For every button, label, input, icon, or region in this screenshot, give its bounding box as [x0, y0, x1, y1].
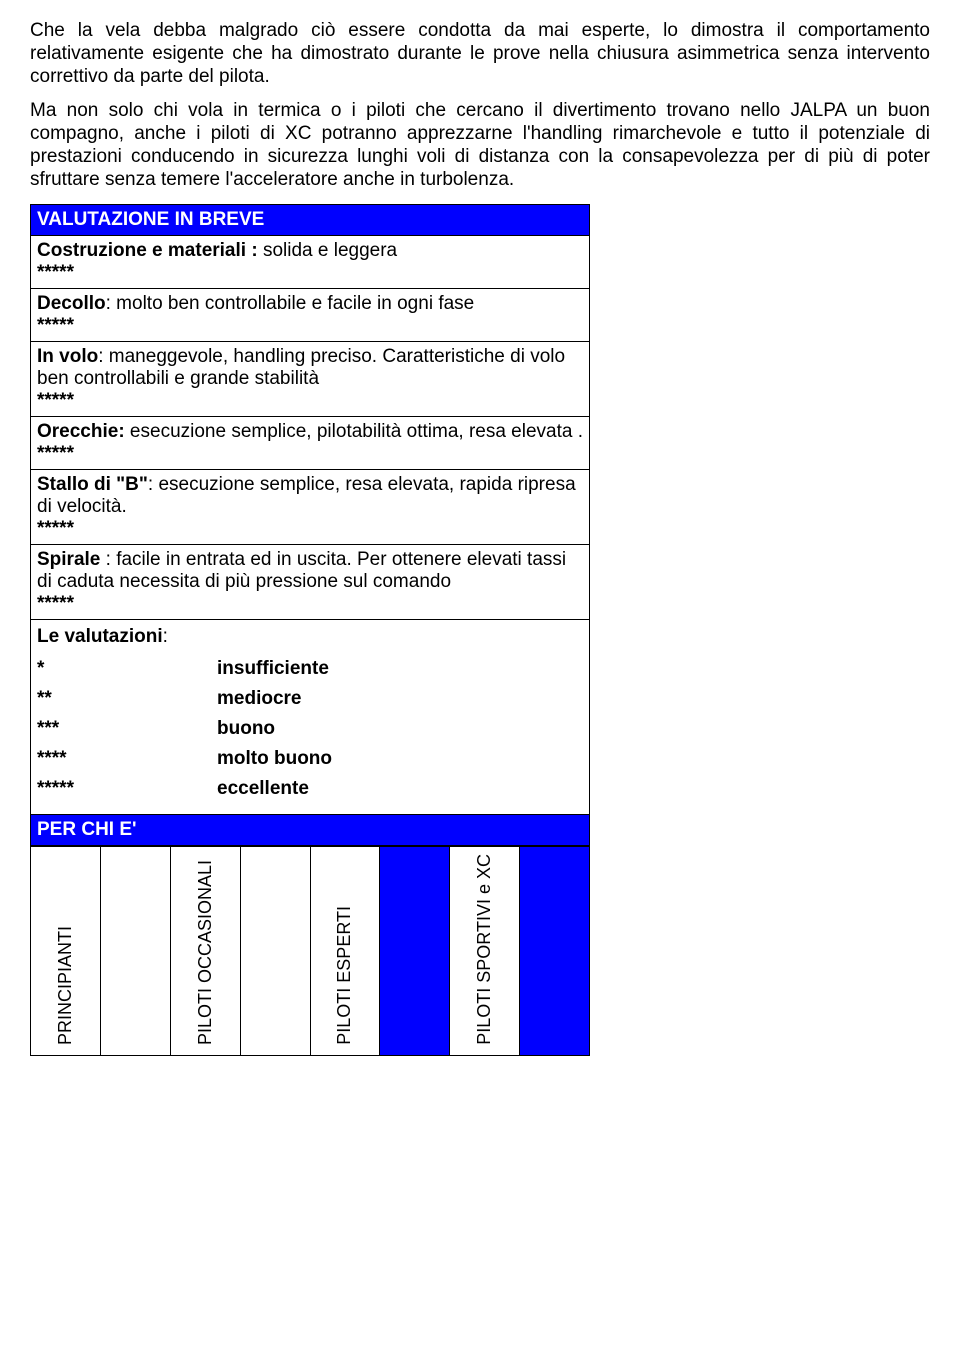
per-col-7	[520, 846, 590, 1055]
legend-stars: *****	[37, 778, 217, 800]
val-row-label: Spirale	[37, 549, 100, 570]
per-col-label: PILOTI OCCASIONALI	[195, 860, 216, 1045]
per-col-0: PRINCIPIANTI	[31, 846, 101, 1055]
per-col-label: PILOTI SPORTIVI e XC	[474, 854, 495, 1045]
val-row-2: In volo: maneggevole, handling preciso. …	[31, 341, 590, 416]
per-col-label: PRINCIPIANTI	[55, 926, 76, 1045]
paragraph-1: Che la vela debba malgrado ciò essere co…	[30, 20, 930, 88]
val-row-stars: *****	[37, 315, 74, 336]
legend-title: Le valutazioni	[37, 626, 163, 647]
val-row-text: esecuzione semplice, pilotabilità ottima…	[125, 421, 583, 442]
per-col-2: PILOTI OCCASIONALI	[170, 846, 240, 1055]
val-row-text: solida e leggera	[258, 240, 397, 261]
per-col-6: PILOTI SPORTIVI e XC	[450, 846, 520, 1055]
val-row-label: Orecchie:	[37, 421, 125, 442]
legend-label: eccellente	[217, 778, 309, 799]
val-row-3: Orecchie: esecuzione semplice, pilotabil…	[31, 416, 590, 469]
per-chi-header: PER CHI E'	[31, 814, 590, 845]
legend-cell: Le valutazioni: *insufficiente **mediocr…	[31, 619, 590, 814]
legend-label: molto buono	[217, 748, 332, 769]
legend-stars: ***	[37, 718, 217, 740]
per-col-1	[100, 846, 170, 1055]
val-row-label: Stallo di "B"	[37, 474, 148, 495]
val-row-text: : facile in entrata ed in uscita. Per ot…	[37, 549, 566, 592]
val-row-stars: *****	[37, 262, 74, 283]
legend-stars: **	[37, 688, 217, 710]
per-chi-table: PRINCIPIANTI PILOTI OCCASIONALI PILOTI E…	[30, 846, 590, 1056]
val-row-stars: *****	[37, 390, 74, 411]
val-row-stars: *****	[37, 443, 74, 464]
per-col-5	[380, 846, 450, 1055]
val-row-stars: *****	[37, 518, 74, 539]
legend-stars: *	[37, 658, 217, 680]
val-row-stars: *****	[37, 593, 74, 614]
val-row-text: : maneggevole, handling preciso. Caratte…	[37, 346, 565, 389]
per-col-label: PILOTI ESPERTI	[334, 906, 355, 1045]
valutazione-table: VALUTAZIONE IN BREVE Costruzione e mater…	[30, 204, 590, 846]
legend-label: insufficiente	[217, 658, 329, 679]
per-col-3	[240, 846, 310, 1055]
valutazione-header: VALUTAZIONE IN BREVE	[31, 204, 590, 235]
per-col-4: PILOTI ESPERTI	[310, 846, 380, 1055]
val-row-0: Costruzione e materiali : solida e legge…	[31, 235, 590, 288]
val-row-4: Stallo di "B": esecuzione semplice, resa…	[31, 469, 590, 544]
val-row-label: Decollo	[37, 293, 106, 314]
legend-label: buono	[217, 718, 275, 739]
legend-label: mediocre	[217, 688, 301, 709]
val-row-label: In volo	[37, 346, 98, 367]
val-row-1: Decollo: molto ben controllabile e facil…	[31, 288, 590, 341]
val-row-text: : molto ben controllabile e facile in og…	[106, 293, 475, 314]
paragraph-2: Ma non solo chi vola in termica o i pilo…	[30, 100, 930, 191]
val-row-label: Costruzione e materiali :	[37, 240, 258, 261]
legend-stars: ****	[37, 748, 217, 770]
val-row-5: Spirale : facile in entrata ed in uscita…	[31, 544, 590, 619]
